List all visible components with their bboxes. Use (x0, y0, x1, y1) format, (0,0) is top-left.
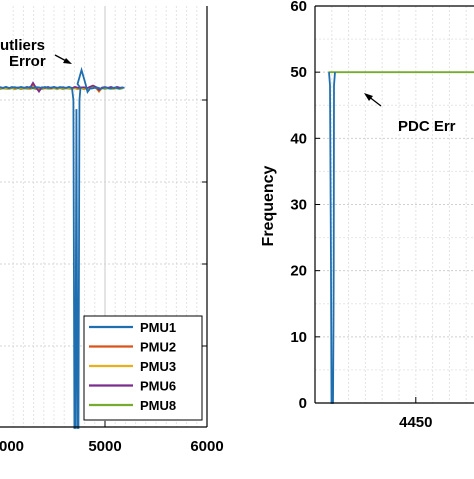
right-y-tick-label: 50 (290, 64, 307, 81)
right-x-ticks: 4450 (399, 397, 432, 431)
legend-label-PMU3: PMU3 (140, 359, 176, 374)
left-annotation-line2: Error (9, 53, 46, 70)
legend-label-PMU1: PMU1 (140, 320, 176, 335)
right-x-tick-label: 4450 (399, 414, 432, 431)
right-y-tick-label: 30 (290, 197, 307, 214)
right-y-tick-label: 0 (299, 395, 307, 412)
left-x-tick-label: 6000 (190, 438, 223, 455)
left-legend: PMU1 PMU2 PMU3 PMU6 PMU8 (83, 315, 203, 421)
legend-label-PMU2: PMU2 (140, 340, 176, 355)
left-chart-panel: 5000 6000 000 utliers Error PMU1PMU2PMU3P… (0, 6, 224, 455)
left-series-PMU1 (0, 66, 125, 429)
right-annotation: PDC Err (398, 118, 456, 135)
left-x-ticks: 5000 6000 (88, 421, 224, 455)
legend-label-PMU8: PMU8 (140, 398, 176, 413)
left-series-lines (0, 66, 125, 429)
left-x-tick-label-partial: 000 (0, 438, 24, 455)
left-annotation-arrow (54, 54, 72, 64)
right-y-tick-label: 40 (290, 130, 307, 147)
right-y-axis-title: Frequency (260, 165, 277, 246)
legend-label-PMU6: PMU6 (140, 379, 176, 394)
left-x-tick-label: 5000 (88, 438, 121, 455)
right-y-tick-label: 10 (290, 329, 307, 346)
right-y-tick-label: 60 (290, 0, 307, 15)
right-annotation-arrow (364, 93, 382, 107)
right-grid (315, 6, 474, 403)
left-annotation-line1: utliers (0, 37, 45, 54)
right-y-ticks: 0 10 20 30 40 50 60 (290, 0, 320, 412)
right-chart-panel: 0 10 20 30 40 50 60 4450 Frequency PDC Err (260, 0, 474, 431)
right-y-tick-label: 20 (290, 263, 307, 280)
legend-box (83, 315, 203, 421)
